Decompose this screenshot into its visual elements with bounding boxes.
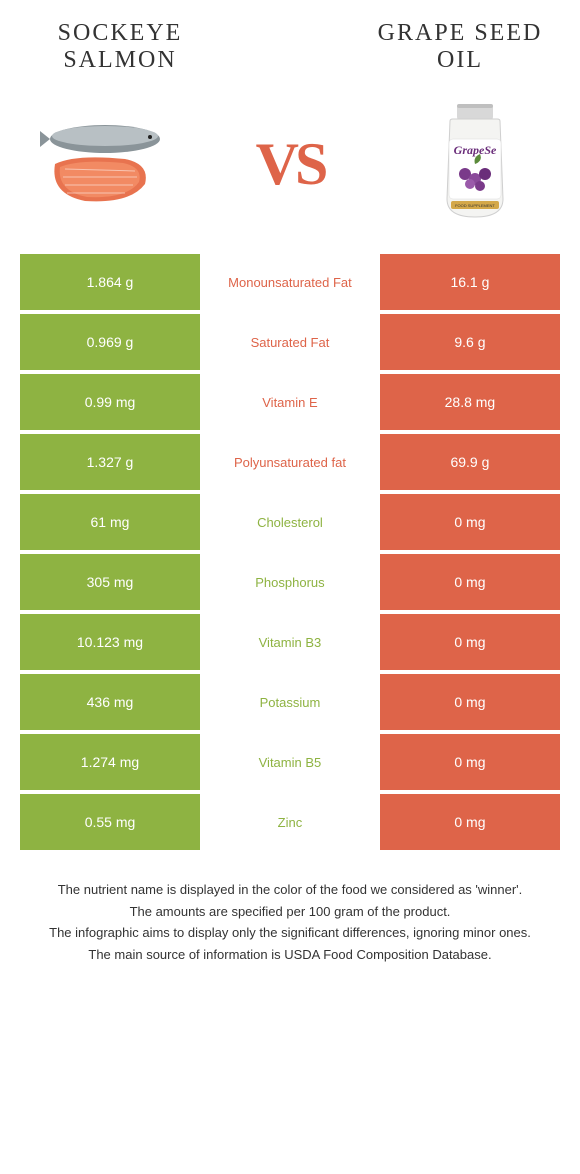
- vs-label: VS: [256, 130, 325, 199]
- nutrient-label: Phosphorus: [200, 554, 380, 610]
- grapeseed-image: GrapeSe FOOD SUPPLEMENT: [400, 104, 550, 224]
- right-value: 0 mg: [380, 734, 560, 790]
- left-value: 0.99 mg: [20, 374, 200, 430]
- images-row: VS GrapeSe FOOD SUPPLEMENT: [20, 104, 560, 224]
- bottle-icon: GrapeSe FOOD SUPPLEMENT: [425, 99, 525, 229]
- nutrient-label: Vitamin E: [200, 374, 380, 430]
- footer-notes: The nutrient name is displayed in the co…: [20, 880, 560, 964]
- salmon-icon: [35, 109, 175, 219]
- nutrient-label: Vitamin B5: [200, 734, 380, 790]
- right-value: 16.1 g: [380, 254, 560, 310]
- left-value: 0.55 mg: [20, 794, 200, 850]
- nutrient-row: 1.864 gMonounsaturated Fat16.1 g: [20, 254, 560, 310]
- right-value: 0 mg: [380, 614, 560, 670]
- nutrient-row: 305 mgPhosphorus0 mg: [20, 554, 560, 610]
- nutrient-label: Vitamin B3: [200, 614, 380, 670]
- right-value: 0 mg: [380, 554, 560, 610]
- left-value: 305 mg: [20, 554, 200, 610]
- nutrient-label: Saturated Fat: [200, 314, 380, 370]
- header: SOCKEYE SALMON GRAPE SEED OIL: [20, 20, 560, 74]
- nutrient-label: Cholesterol: [200, 494, 380, 550]
- nutrient-row: 1.274 mgVitamin B50 mg: [20, 734, 560, 790]
- nutrient-table: 1.864 gMonounsaturated Fat16.1 g0.969 gS…: [20, 254, 560, 850]
- right-value: 28.8 mg: [380, 374, 560, 430]
- nutrient-row: 0.55 mgZinc0 mg: [20, 794, 560, 850]
- right-value: 69.9 g: [380, 434, 560, 490]
- right-value: 0 mg: [380, 794, 560, 850]
- footer-line-4: The main source of information is USDA F…: [30, 945, 550, 965]
- left-value: 1.327 g: [20, 434, 200, 490]
- right-food-title: GRAPE SEED OIL: [360, 20, 560, 74]
- right-value: 0 mg: [380, 674, 560, 730]
- nutrient-row: 1.327 gPolyunsaturated fat69.9 g: [20, 434, 560, 490]
- left-value: 1.864 g: [20, 254, 200, 310]
- nutrient-label: Potassium: [200, 674, 380, 730]
- nutrient-row: 0.969 gSaturated Fat9.6 g: [20, 314, 560, 370]
- right-value: 0 mg: [380, 494, 560, 550]
- svg-text:GrapeSe: GrapeSe: [454, 143, 497, 157]
- footer-line-1: The nutrient name is displayed in the co…: [30, 880, 550, 900]
- right-value: 9.6 g: [380, 314, 560, 370]
- nutrient-label: Zinc: [200, 794, 380, 850]
- footer-line-2: The amounts are specified per 100 gram o…: [30, 902, 550, 922]
- left-value: 0.969 g: [20, 314, 200, 370]
- left-value: 61 mg: [20, 494, 200, 550]
- left-value: 10.123 mg: [20, 614, 200, 670]
- nutrient-label: Monounsaturated Fat: [200, 254, 380, 310]
- salmon-image: [30, 104, 180, 224]
- nutrient-label: Polyunsaturated fat: [200, 434, 380, 490]
- svg-text:FOOD SUPPLEMENT: FOOD SUPPLEMENT: [455, 203, 495, 208]
- left-food-title: SOCKEYE SALMON: [20, 20, 220, 74]
- left-value: 436 mg: [20, 674, 200, 730]
- footer-line-3: The infographic aims to display only the…: [30, 923, 550, 943]
- nutrient-row: 61 mgCholesterol0 mg: [20, 494, 560, 550]
- nutrient-row: 0.99 mgVitamin E28.8 mg: [20, 374, 560, 430]
- left-value: 1.274 mg: [20, 734, 200, 790]
- nutrient-row: 10.123 mgVitamin B30 mg: [20, 614, 560, 670]
- nutrient-row: 436 mgPotassium0 mg: [20, 674, 560, 730]
